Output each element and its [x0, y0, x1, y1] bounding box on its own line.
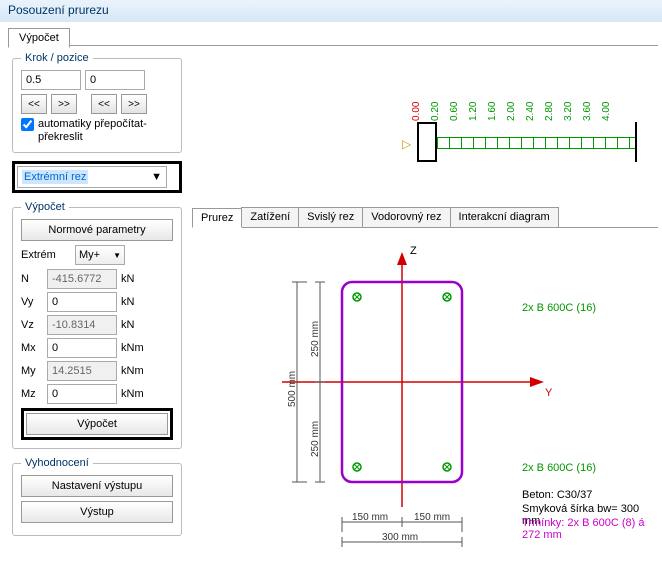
dim-250b: 250 mm [310, 421, 321, 457]
axis-y-label: Y [545, 387, 552, 399]
rez-select[interactable]: Extrémní rez ▼ [17, 166, 167, 188]
force-label: Mx [21, 342, 43, 354]
dim-250a: 250 mm [310, 321, 321, 357]
auto-recalc-label: automatiky přepočítat-překreslit [38, 118, 173, 144]
force-unit: kNm [121, 388, 151, 400]
rebar-top-label: 2x B 600C (16) [522, 302, 596, 314]
section-tabs: PrurezZatíženíSvislý rezVodorovný rezInt… [192, 207, 658, 228]
beam-tick: 3.60 [582, 109, 593, 121]
force-label: My [21, 365, 43, 377]
section-tab[interactable]: Prurez [192, 208, 242, 228]
tab-vypocet[interactable]: Výpočet [8, 28, 70, 48]
step-group: Krok / pozice << >> << >> automatiky pře… [12, 52, 182, 153]
rez-select-value: Extrémní rez [22, 170, 88, 184]
dim-300: 300 mm [382, 532, 418, 543]
calc-group: Výpočet Normové parametry Extrém My+ ▼ N… [12, 201, 182, 449]
output-settings-button[interactable]: Nastavení výstupu [21, 475, 173, 497]
beam-tick: 2.40 [525, 109, 536, 121]
beam-tick: 2.00 [506, 109, 517, 121]
auto-recalc-checkbox[interactable] [21, 118, 34, 131]
dim-150a: 150 mm [352, 512, 388, 523]
force-unit: kN [121, 273, 151, 285]
force-Vy-input[interactable] [47, 292, 117, 312]
axis-z-label: Z [410, 245, 417, 257]
force-N-input[interactable] [47, 269, 117, 289]
force-unit: kN [121, 296, 151, 308]
dim-150b: 150 mm [414, 512, 450, 523]
extrem-select[interactable]: My+ ▼ [75, 245, 125, 265]
section-tab[interactable]: Zatížení [241, 207, 299, 227]
norm-params-button[interactable]: Normové parametry [21, 219, 173, 241]
force-Mz-input[interactable] [47, 384, 117, 404]
force-label: Vz [21, 319, 43, 331]
section-tab[interactable]: Interakcní diagram [450, 207, 559, 227]
force-Vz-input[interactable] [47, 315, 117, 335]
step-next[interactable]: >> [51, 94, 77, 114]
calc-legend: Výpočet [21, 201, 69, 213]
chevron-down-icon: ▼ [113, 251, 121, 260]
chevron-down-icon: ▼ [151, 171, 162, 183]
beam-tick: 3.20 [563, 109, 574, 121]
force-unit: kNm [121, 365, 151, 377]
force-unit: kN [121, 319, 151, 331]
beam-support [417, 122, 437, 162]
force-label: N [21, 273, 43, 285]
force-label: Mz [21, 388, 43, 400]
section-tab[interactable]: Svislý rez [298, 207, 363, 227]
beam-tick: 2.80 [544, 109, 555, 121]
rebar-bot-label: 2x B 600C (16) [522, 462, 596, 474]
left-panel: Krok / pozice << >> << >> automatiky pře… [12, 52, 182, 544]
force-My-input[interactable] [47, 361, 117, 381]
beam-tick: 4.00 [601, 109, 612, 121]
divider [8, 45, 658, 46]
window-title: Posouzení prurezu [0, 0, 662, 22]
section-tab[interactable]: Vodorovný rez [362, 207, 450, 227]
extrem-value: My+ [79, 249, 100, 261]
pos-next[interactable]: >> [121, 94, 147, 114]
eval-legend: Vyhodnocení [21, 457, 93, 469]
step-legend: Krok / pozice [21, 52, 93, 64]
eval-group: Vyhodnocení Nastavení výstupu Výstup [12, 457, 182, 536]
beam-tick: 1.20 [468, 109, 479, 121]
beam-span [437, 137, 637, 149]
beam-tick: 1.60 [487, 109, 498, 121]
step-first[interactable]: << [21, 94, 47, 114]
force-label: Vy [21, 296, 43, 308]
dim-500: 500 mm [287, 371, 298, 407]
beam-tick: 0.60 [449, 109, 460, 121]
beam-end [635, 122, 637, 162]
section-view: Z Y 2x B 600C (16) 2x B 600C (16) Beton:… [192, 237, 658, 566]
beam-arrow-icon: ▷ [402, 137, 411, 151]
beam-tick: 0.20 [430, 109, 441, 121]
output-button[interactable]: Výstup [21, 501, 173, 523]
calc-run-button[interactable]: Výpočet [26, 413, 168, 435]
pos-input[interactable] [85, 70, 145, 90]
force-unit: kNm [121, 342, 151, 354]
concrete-label: Beton: C30/37 [522, 489, 592, 501]
step-input[interactable] [21, 70, 81, 90]
pos-first[interactable]: << [91, 94, 117, 114]
force-Mx-input[interactable] [47, 338, 117, 358]
rez-select-frame: Extrémní rez ▼ [12, 161, 182, 193]
beam-diagram: 0.00 0.20 0.60 1.20 1.60 2.00 2.40 2.80 3.20 3.60… [192, 52, 658, 172]
beam-tick: 0.00 [411, 109, 422, 121]
section-svg [252, 247, 552, 577]
stirrups-label: Trmínky: 2x B 600C (8) á 272 mm [522, 517, 658, 541]
main-tab-bar: Výpočet [8, 28, 70, 48]
extrem-label: Extrém [21, 249, 71, 261]
right-area: 0.00 0.20 0.60 1.20 1.60 2.00 2.40 2.80 3.20 3.60… [192, 52, 658, 566]
